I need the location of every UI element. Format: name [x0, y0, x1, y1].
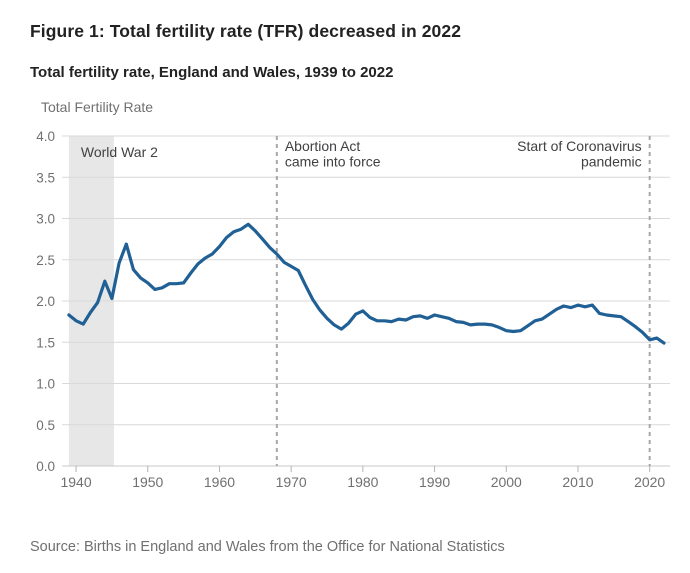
chart-subtitle: Total fertility rate, England and Wales,… [30, 64, 394, 81]
x-tick-label: 1990 [419, 474, 450, 490]
y-tick-label: 2.0 [36, 294, 55, 309]
world-war-2-label: World War 2 [81, 144, 158, 160]
tfr-data-line [67, 222, 666, 345]
x-tick-label: 1950 [132, 474, 163, 490]
y-tick-label: 2.5 [36, 253, 55, 268]
y-tick-label: 1.5 [36, 335, 55, 350]
y-tick-label: 3.5 [36, 170, 55, 185]
x-tick-label: 1980 [347, 474, 378, 490]
y-tick-label: 0.0 [36, 459, 55, 474]
x-tick-label: 2020 [634, 474, 665, 490]
x-tick-label: 2000 [491, 474, 522, 490]
y-tick-label: 0.5 [36, 418, 55, 433]
fertility-line-chart: 0.0 0.5 1.0 1.5 2.0 2.5 3.0 3.5 4.0 1940 1950 1960 1… [36, 129, 670, 490]
x-tick-label: 1960 [204, 474, 235, 490]
y-axis-unit-label: Total Fertility Rate [41, 99, 154, 115]
x-tick-label: 1940 [60, 474, 91, 490]
x-tick-label: 1970 [276, 474, 307, 490]
y-tick-label: 1.0 [36, 377, 55, 392]
x-tick-label: 2010 [562, 474, 593, 490]
y-tick-label: 3.0 [36, 212, 55, 227]
event-annotation-label: pandemic [581, 154, 642, 170]
y-tick-label: 4.0 [36, 129, 55, 144]
event-annotation-label: came into force [285, 154, 381, 170]
event-annotation-label: Abortion Act [285, 138, 361, 154]
figure-title: Figure 1: Total fertility rate (TFR) dec… [30, 21, 462, 41]
event-annotation-label: Start of Coronavirus [517, 138, 642, 154]
source-note: Source: Births in England and Wales from… [30, 539, 505, 555]
